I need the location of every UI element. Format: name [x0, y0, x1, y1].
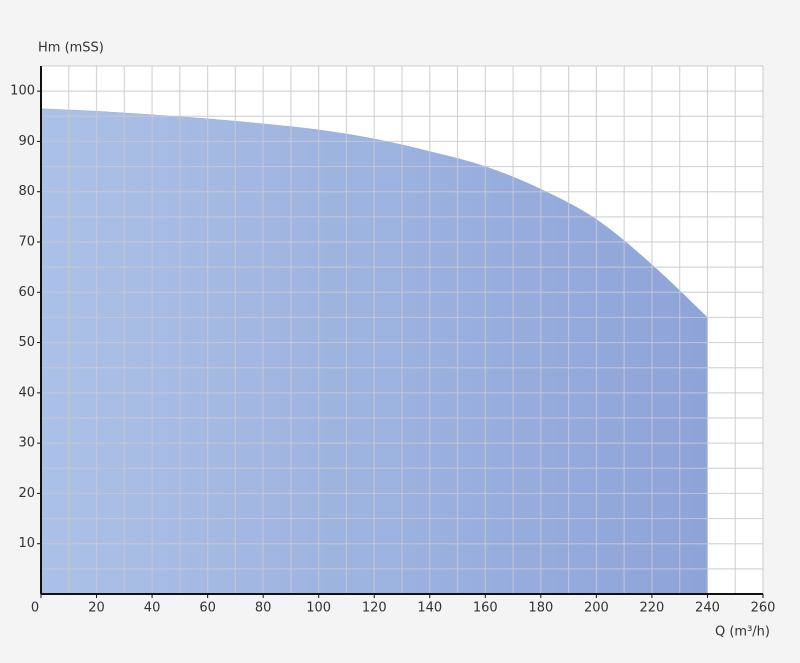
x-tick-label: 260 — [751, 601, 776, 616]
y-tick-label: 50 — [18, 335, 35, 350]
x-tick-label: 180 — [528, 601, 553, 616]
y-tick-label: 70 — [18, 235, 35, 250]
x-tick-label: 100 — [306, 601, 331, 616]
y-tick-label: 40 — [18, 385, 35, 400]
y-tick-label: 90 — [18, 134, 35, 149]
y-tick-label: 100 — [10, 84, 35, 99]
y-tick-label: 20 — [18, 486, 35, 501]
x-tick-label: 160 — [473, 601, 498, 616]
x-tick-label: 60 — [199, 601, 216, 616]
x-tick-label: 120 — [362, 601, 387, 616]
x-axis-label: Q (m³/h) — [715, 625, 770, 640]
x-tick-label: 240 — [695, 601, 720, 616]
x-tick-label: 140 — [417, 601, 442, 616]
x-tick-label: 220 — [640, 601, 665, 616]
x-tick-label: 20 — [88, 601, 105, 616]
x-tick-label: 40 — [144, 601, 161, 616]
y-tick-label: 60 — [18, 285, 35, 300]
x-tick-label: 80 — [255, 601, 272, 616]
y-tick-label: 30 — [18, 436, 35, 451]
y-axis-label: Hm (mSS) — [38, 41, 104, 56]
x-tick-label: 0 — [31, 601, 39, 616]
y-tick-label: 10 — [18, 536, 35, 551]
x-tick-label: 200 — [584, 601, 609, 616]
y-tick-label: 80 — [18, 184, 35, 199]
